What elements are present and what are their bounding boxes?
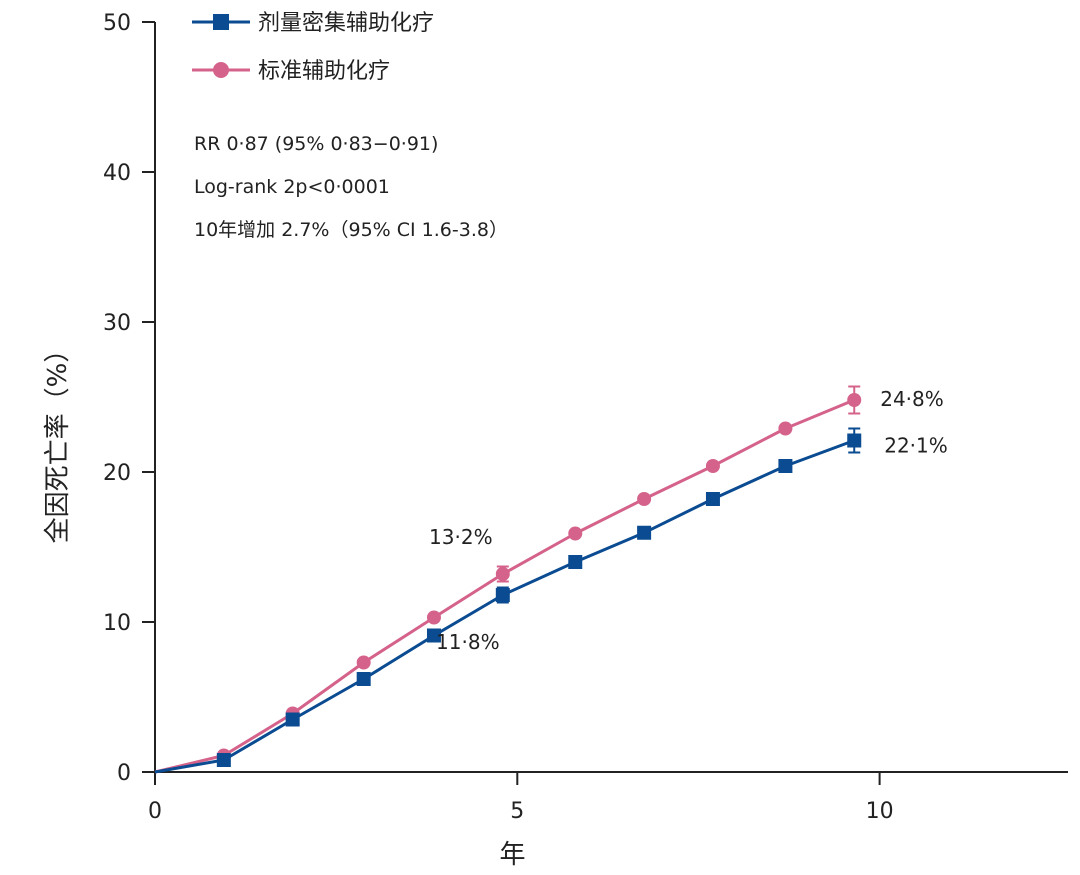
data-point bbox=[637, 525, 652, 540]
y-tick-label: 50 bbox=[103, 11, 131, 36]
data-point bbox=[705, 492, 720, 506]
data-point bbox=[495, 567, 510, 581]
legend-marker bbox=[213, 14, 229, 30]
y-ticks: 0 10 20 30 40 50 bbox=[103, 11, 155, 786]
legend-label: 剂量密集辅助化疗 bbox=[258, 11, 434, 36]
data-point bbox=[568, 526, 583, 541]
y-tick-label: 30 bbox=[103, 311, 131, 336]
series-line bbox=[154, 398, 855, 774]
value-label: 24·8% bbox=[880, 387, 944, 411]
y-tick-label: 40 bbox=[103, 161, 131, 186]
legend-label: 标准辅助化疗 bbox=[258, 59, 390, 84]
data-point bbox=[847, 393, 862, 407]
data-point bbox=[637, 492, 652, 506]
data-point bbox=[705, 459, 720, 473]
x-tick-label: 5 bbox=[510, 799, 524, 824]
series-layer bbox=[154, 385, 862, 774]
axes: 0 10 20 30 40 50 0 5 10 bbox=[103, 11, 1068, 824]
annotation-logrank: Log-rank 2p<0·0001 bbox=[194, 176, 390, 198]
data-point bbox=[847, 433, 862, 448]
legend-item-1: 标准辅助化疗 bbox=[192, 59, 390, 84]
value-labels: 11·8% 22·1% 13·2% 24·8% bbox=[429, 387, 948, 654]
data-point bbox=[778, 421, 793, 436]
y-tick-label: 10 bbox=[103, 611, 131, 636]
x-ticks: 0 5 10 bbox=[148, 772, 894, 824]
data-point bbox=[216, 753, 231, 767]
data-point bbox=[426, 610, 441, 625]
value-label: 11·8% bbox=[436, 630, 500, 654]
value-label: 13·2% bbox=[429, 525, 493, 549]
y-tick-label: 0 bbox=[117, 761, 131, 786]
data-point bbox=[426, 628, 441, 643]
x-tick-label: 0 bbox=[148, 799, 162, 824]
series-0 bbox=[154, 427, 862, 774]
data-point bbox=[495, 588, 510, 602]
x-axis-title: 年 bbox=[499, 840, 525, 870]
data-point bbox=[356, 672, 371, 686]
annotation-rr: RR 0·87 (95% 0·83−0·91) bbox=[194, 133, 438, 155]
data-point bbox=[568, 555, 583, 569]
x-tick-label: 10 bbox=[866, 799, 894, 824]
series-1 bbox=[154, 385, 862, 774]
annotations: RR 0·87 (95% 0·83−0·91) Log-rank 2p<0·00… bbox=[194, 133, 508, 241]
y-tick-label: 20 bbox=[103, 461, 131, 486]
series-line bbox=[154, 439, 855, 774]
legend-marker bbox=[213, 62, 229, 78]
value-label: 22·1% bbox=[884, 434, 948, 458]
data-point bbox=[356, 655, 371, 670]
data-point bbox=[778, 459, 793, 473]
y-axis-title: 全因死亡率（%） bbox=[43, 337, 73, 544]
data-point bbox=[285, 712, 300, 727]
legend-item-0: 剂量密集辅助化疗 bbox=[192, 11, 434, 36]
annotation-10yr-increase: 10年增加 2.7%（95% CI 1.6-3.8） bbox=[194, 219, 508, 241]
